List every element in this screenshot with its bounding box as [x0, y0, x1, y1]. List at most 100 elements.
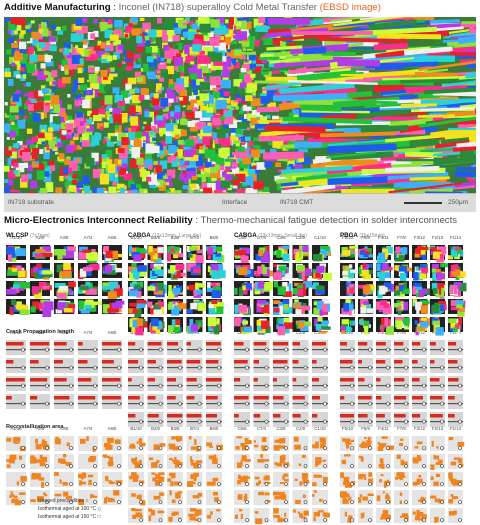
recryst-tile [128, 454, 144, 469]
crack-tile [430, 412, 445, 427]
recryst-tile [6, 490, 26, 506]
col-label: C5/6 [237, 235, 247, 240]
crack-tile [167, 358, 183, 373]
recryst-tile [273, 472, 289, 487]
ebsd-tile [340, 299, 355, 318]
ebsd-tile [312, 281, 328, 296]
ebsd-tile [54, 299, 76, 314]
crack-tile [394, 358, 409, 373]
recryst-tile [412, 472, 427, 487]
col-label: C2/9 [296, 426, 306, 431]
recryst-tile [186, 508, 203, 523]
ebsd-tile [234, 299, 251, 316]
ebsd-tile [358, 263, 373, 280]
recryst-tile [30, 490, 50, 505]
ebsd-tile [253, 317, 271, 335]
recryst-tile [376, 508, 391, 523]
recryst-tile [54, 454, 74, 469]
col-label: A2/9 [36, 235, 45, 240]
recryst-tile [448, 454, 464, 469]
ebsd-tile [186, 317, 203, 334]
am-title-rest: Inconel (IN718) superalloy Cold Metal Tr… [118, 2, 317, 13]
crack-tile [128, 358, 144, 373]
ebsd-image [4, 17, 476, 193]
recryst-tile [78, 436, 98, 452]
ebsd-tile [412, 299, 430, 316]
recryst-tile [253, 436, 270, 452]
crack-tile [167, 340, 183, 355]
crack-tile [206, 412, 222, 427]
recryst-tile [167, 490, 183, 505]
ebsd-tile [358, 317, 373, 335]
ebsd-tile [448, 317, 463, 335]
recryst-tile [167, 454, 183, 469]
recryst-tile [448, 508, 463, 523]
col-label: A3/8 [60, 235, 69, 240]
crack-tile [358, 358, 373, 373]
recryst-tile [234, 436, 252, 451]
crack-tile [128, 394, 144, 409]
recryst-tile [358, 436, 373, 451]
crack-tile [394, 376, 409, 391]
crack-tile [206, 340, 222, 355]
recryst-tile [430, 508, 445, 523]
recryst-tile [234, 508, 250, 523]
recryst-tile [376, 490, 391, 505]
ebsd-tile [167, 263, 186, 280]
recryst-tile [54, 436, 74, 451]
col-label: B7/4 [190, 235, 199, 240]
crack-tile [340, 412, 355, 427]
crack-tile [253, 376, 270, 391]
ebsd-tile [234, 281, 253, 296]
ebsd-tile [54, 245, 76, 260]
ebsd-tile [430, 245, 447, 263]
ebsd-tile [448, 281, 467, 297]
legend-item-aged-150: Isothermal aged at 150 °C □ [38, 514, 101, 520]
crack-tile [430, 358, 445, 373]
recryst-tile [128, 508, 144, 523]
mei-title: Micro-Electronics Interconnect Reliabili… [4, 215, 476, 226]
ebsd-tile [102, 263, 123, 278]
ebsd-tile [206, 245, 225, 263]
recryst-tile [430, 436, 445, 451]
ebsd-tile [394, 299, 409, 316]
crack-tile [376, 358, 391, 373]
ebsd-tile [234, 245, 251, 265]
ebsd-tile [78, 299, 102, 314]
recryst-tile [167, 508, 183, 523]
col-label: B2/9 [151, 235, 160, 240]
ebsd-tile [167, 281, 183, 300]
ebsd-tile [128, 281, 144, 298]
recryst-tile [376, 454, 391, 469]
col-label: A2/9 [36, 330, 45, 335]
ebsd-tile [340, 317, 356, 334]
recryst-tile [273, 436, 289, 451]
ebsd-tile [394, 281, 410, 297]
crack-tile [312, 394, 328, 409]
recryst-tile [292, 436, 309, 451]
crack-tile [147, 394, 164, 409]
crack-tile [206, 358, 222, 373]
col-label: A3/8 [60, 330, 69, 335]
ebsd-tile [292, 317, 311, 332]
recryst-tile [312, 454, 328, 469]
recryst-tile [186, 436, 203, 452]
ebsd-tile [394, 263, 412, 282]
ebsd-tile [448, 245, 464, 260]
col-label: F7/8 [397, 426, 406, 431]
ebsd-tile [312, 299, 330, 316]
ebsd-tile [358, 281, 375, 297]
ebsd-tile [430, 263, 448, 282]
group-title-pbga: PBGA (15x15mm) [340, 232, 385, 239]
legend-item-unaged: Unaged precondition ○ [38, 498, 89, 504]
recryst-tile [340, 508, 355, 523]
crack-tile [102, 358, 122, 373]
crack-tile [312, 412, 328, 427]
ebsd-tile [394, 317, 410, 332]
recryst-tile [234, 490, 250, 505]
ebsd-tile [292, 263, 313, 282]
col-label: C1/10 [314, 235, 326, 240]
ebsd-tile [376, 245, 395, 265]
col-label: C7/4 [257, 426, 267, 431]
ebsd-tile [128, 245, 147, 262]
